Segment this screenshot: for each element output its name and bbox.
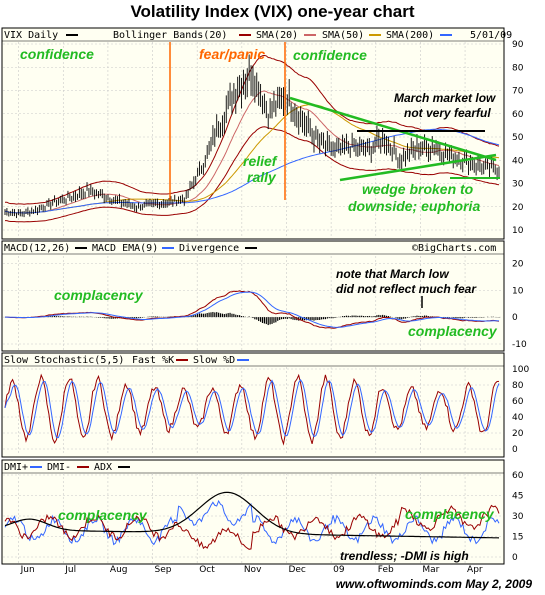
x-tick-label: Sep bbox=[155, 565, 172, 575]
stochastic-panel bbox=[1, 352, 505, 458]
ann-macd-note-1: note that March low bbox=[336, 267, 449, 281]
y-tick-label: 20 bbox=[512, 429, 524, 439]
y-tick-label: 60 bbox=[512, 471, 524, 481]
y-tick-label: 80 bbox=[512, 63, 524, 73]
ann-confidence-1: confidence bbox=[20, 46, 94, 62]
dmi-plus-line bbox=[4, 499, 500, 546]
legend-divergence: Divergence bbox=[179, 243, 239, 254]
ann-not-fearful: not very fearful bbox=[404, 106, 491, 120]
y-tick-label: 60 bbox=[512, 397, 524, 407]
y-tick-label: 40 bbox=[512, 156, 524, 166]
ann-macd-complacency-2: complacency bbox=[408, 323, 498, 339]
legend-dmi-minus: DMI- bbox=[47, 462, 71, 473]
ann-confidence-2: confidence bbox=[293, 47, 367, 63]
y-tick-label: 0 bbox=[512, 313, 518, 323]
y-tick-label: 20 bbox=[512, 203, 524, 213]
y-tick-label: 20 bbox=[512, 259, 524, 269]
y-tick-label: 40 bbox=[512, 413, 524, 423]
x-tick-label: Nov bbox=[244, 565, 262, 575]
ann-dmi-trendless: trendless; -DMI is high bbox=[340, 549, 469, 563]
legend-macd-ema: MACD EMA(9) bbox=[92, 243, 158, 254]
legend-slow-d: Slow %D bbox=[193, 355, 235, 366]
x-tick-label: Apr bbox=[467, 565, 483, 575]
y-tick-label: 100 bbox=[512, 365, 529, 375]
bollinger-lower-line bbox=[5, 126, 500, 223]
legend-macd: MACD(12,26) bbox=[4, 243, 70, 254]
dmi-minus-line bbox=[4, 504, 500, 550]
legend-adx: ADX bbox=[94, 462, 112, 473]
price-date-label: 5/01/09 bbox=[470, 30, 512, 41]
macd-line bbox=[5, 290, 500, 329]
footer-credit: www.oftwominds.com May 2, 2009 bbox=[335, 577, 532, 591]
y-tick-label: 45 bbox=[512, 492, 523, 502]
fast-k-line bbox=[4, 373, 500, 446]
y-tick-label: 30 bbox=[512, 512, 524, 522]
macd-ema-line bbox=[5, 291, 500, 328]
legend-dmi-plus: DMI+ bbox=[4, 462, 28, 473]
y-tick-label: 0 bbox=[512, 445, 518, 455]
x-tick-label: Feb bbox=[378, 565, 394, 575]
y-tick-label: 10 bbox=[512, 286, 524, 296]
ann-dmi-complacency-1: complacency bbox=[58, 507, 148, 523]
x-tick-label: Dec bbox=[288, 565, 305, 575]
y-tick-label: 70 bbox=[512, 87, 524, 97]
ann-rally: rally bbox=[247, 169, 277, 185]
chart-title: Volatility Index (VIX) one-year chart bbox=[130, 2, 415, 21]
price-symbol-label: VIX Daily bbox=[4, 30, 58, 41]
y-tick-label: 15 bbox=[512, 533, 523, 543]
ann-macd-complacency-1: complacency bbox=[54, 287, 144, 303]
ann-wedge-2: downside; euphoria bbox=[348, 198, 480, 214]
y-tick-label: 80 bbox=[512, 381, 524, 391]
ann-dmi-complacency-2: complacency bbox=[405, 506, 495, 522]
y-tick-label: 60 bbox=[512, 110, 524, 120]
wedge-upper-trendline bbox=[289, 96, 497, 162]
ann-wedge-1: wedge broken to bbox=[362, 181, 474, 197]
slow-d-line bbox=[4, 379, 500, 439]
legend-fast-k: Fast %K bbox=[132, 355, 174, 366]
y-tick-label: 30 bbox=[512, 180, 524, 190]
y-tick-label: 10 bbox=[512, 226, 524, 236]
x-tick-label: Mar bbox=[422, 565, 439, 575]
legend-sma50: SMA(50) bbox=[322, 30, 364, 41]
ann-march-low: March market low bbox=[394, 91, 496, 105]
wedge-lower-trendline bbox=[339, 153, 497, 182]
x-tick-label: Oct bbox=[199, 565, 215, 575]
y-tick-label: 50 bbox=[512, 133, 524, 143]
watermark: ©BigCharts.com bbox=[412, 243, 496, 254]
ann-fear-panic: fear/panic bbox=[199, 46, 265, 62]
y-tick-label: 0 bbox=[512, 553, 518, 563]
y-tick-label: -10 bbox=[512, 340, 527, 350]
series-layer bbox=[4, 54, 500, 550]
ann-relief: relief bbox=[243, 153, 278, 169]
legend-sma200: SMA(200) bbox=[386, 30, 434, 41]
legend-stochastic: Slow Stochastic(5,5) bbox=[4, 355, 124, 366]
legend-bollinger: Bollinger Bands(20) bbox=[113, 30, 227, 41]
legend-sma20: SMA(20) bbox=[256, 30, 298, 41]
y-axis-ticks: 10 20 30 40 50 60 70 80 90 -10 0 10 20 0 20 40 60 80 100 0 1… bbox=[512, 40, 529, 563]
x-tick-label: 09 bbox=[333, 565, 345, 575]
x-tick-label: Aug bbox=[110, 565, 128, 575]
x-axis-ticks: Jun Jul Aug Sep Oct Nov Dec 09 Feb Mar Apr bbox=[20, 565, 483, 575]
x-tick-label: Jul bbox=[64, 565, 76, 575]
ann-macd-note-2: did not reflect much fear bbox=[336, 282, 477, 296]
adx-line bbox=[4, 491, 500, 539]
x-tick-label: Jun bbox=[20, 565, 35, 575]
y-tick-label: 90 bbox=[512, 40, 524, 50]
